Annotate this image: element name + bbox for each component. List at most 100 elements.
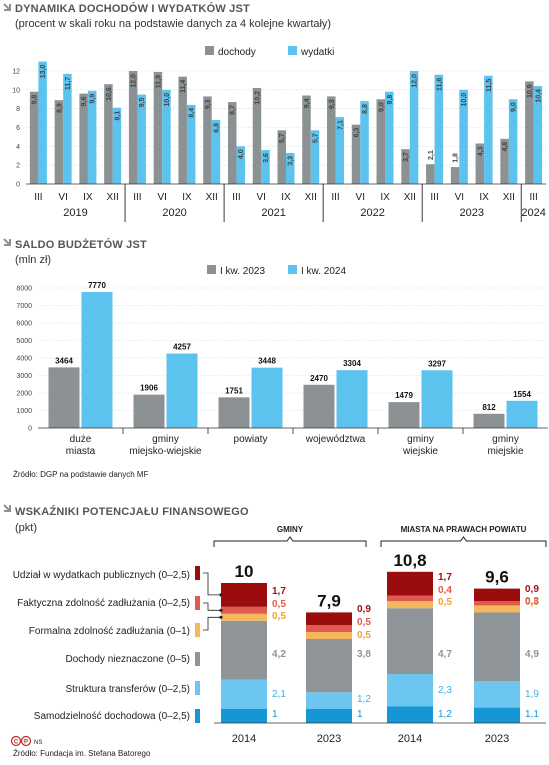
bar-value-label: 5,7	[279, 133, 286, 143]
section3-unit: (pkt)	[15, 522, 37, 534]
bar-dochody	[475, 143, 485, 184]
bar-value-label: 2470	[310, 374, 328, 383]
segment-value-label: 0,9	[357, 604, 371, 615]
segment-value-label: 0,5	[525, 597, 539, 608]
year-label: 2023	[459, 207, 483, 219]
y-tick-label: 6	[16, 125, 20, 132]
bar-value-label: 11,9	[155, 75, 162, 88]
y-tick-label: 7000	[16, 303, 32, 310]
series-label: Dochody nieznaczone (0–5)	[65, 654, 190, 665]
y-tick-label: 12	[12, 69, 20, 76]
bar-dochody	[426, 164, 435, 184]
leader-dot	[219, 593, 223, 597]
section1-subtitle: (procent w skali roku na podstawie danyc…	[15, 18, 331, 30]
bar-value-label: 10,0	[461, 93, 468, 107]
x-tick-label: VI	[257, 192, 266, 203]
x-tick-label: 2014	[232, 733, 256, 745]
bar-wydatki	[87, 90, 97, 184]
segment-value-label: 2,3	[438, 685, 452, 696]
year-label: 2019	[63, 207, 87, 219]
category-label: gminy	[407, 434, 434, 445]
segment-value-label: 4,2	[272, 649, 286, 660]
group-label: GMINY	[277, 525, 304, 534]
bar-dochody	[54, 100, 64, 184]
bar-value-label: 812	[482, 403, 496, 412]
segment-value-label: 2,1	[272, 689, 286, 700]
category-label: powiaty	[234, 434, 268, 445]
bar-dochody	[525, 81, 534, 184]
bar-value-label: 1479	[395, 391, 413, 400]
stack-segment	[221, 620, 267, 680]
series-label: Samodzielność dochodowa (0–2,5)	[34, 711, 190, 722]
bar-value-label: 7770	[88, 281, 106, 290]
bar-value-label: 6,3	[354, 128, 361, 138]
bar-dochody	[327, 96, 336, 184]
x-tick-label: IX	[479, 192, 489, 203]
bar-value-label: 11,6	[436, 78, 443, 91]
bar-dochody	[401, 149, 410, 184]
segment-value-label: 1,2	[438, 709, 452, 720]
segment-value-label: 0,3	[525, 596, 539, 607]
bar-dochody	[277, 130, 286, 184]
bar-2023	[48, 367, 80, 428]
bar-wydatki	[261, 150, 270, 184]
section-balance: SALDO BUDŻETÓW JST (mln zł) I kw. 2023 I …	[3, 238, 548, 479]
segment-value-label: 1,1	[525, 709, 539, 720]
bar-value-label: 4,0	[238, 149, 245, 159]
leader-dot	[219, 615, 223, 619]
bar-wydatki	[508, 99, 518, 184]
chart-potential: GMINY MIASTA NA PRAWACH POWIATU 10 2014 7,9 2…	[13, 525, 547, 745]
section2-title: SALDO BUDŻETÓW JST	[15, 238, 147, 251]
bar-value-label: 10,9	[527, 84, 534, 98]
stack-segment	[474, 588, 520, 602]
bar-value-label: 9,0	[511, 102, 518, 112]
bar-2024	[421, 370, 453, 428]
year-label: 2020	[162, 207, 186, 219]
section3-title: WSKAŹNIKI POTENCJAŁU FINANSOWEGO	[15, 505, 249, 518]
category-label: gminy	[492, 434, 519, 445]
bar-dochody	[500, 138, 509, 184]
total-label: 10	[235, 562, 254, 581]
series-label: Struktura transferów (0–2,5)	[66, 684, 191, 695]
category-label: duże	[70, 434, 92, 445]
section-dynamics: DYNAMIKA DOCHODÓW I WYDATKÓW JST (procen…	[3, 2, 546, 222]
stack-segment	[221, 709, 267, 723]
bar-dochody	[29, 91, 39, 184]
x-tick-label: IX	[380, 192, 390, 203]
bar-2023	[133, 394, 165, 428]
bar-value-label: 11,5	[486, 79, 493, 92]
bar-2024	[166, 353, 198, 428]
bar-wydatki	[211, 119, 221, 184]
bar-value-label: 1751	[225, 386, 243, 395]
bar-wydatki	[484, 75, 493, 184]
series-marker	[195, 623, 200, 637]
stack-segment	[221, 606, 267, 614]
stack-segment	[474, 601, 520, 606]
x-tick-label: XII	[305, 192, 317, 203]
x-tick-label: III	[430, 192, 438, 203]
segment-value-label: 0,5	[272, 599, 286, 610]
title-arrow-icon	[3, 238, 11, 246]
bar-value-label: 13,0	[40, 64, 47, 78]
legend-label: wydatki	[300, 47, 334, 58]
bar-value-label: 8,9	[56, 103, 63, 113]
bar-2023	[473, 413, 505, 428]
total-label: 10,8	[393, 551, 426, 570]
segment-value-label: 3,8	[357, 649, 371, 660]
stack-segment	[474, 681, 520, 708]
bar-wydatki	[63, 73, 72, 184]
bar-wydatki	[137, 94, 146, 184]
segment-value-label: 0,5	[438, 597, 452, 608]
segment-value-label: 1	[272, 709, 278, 720]
legend-label: I kw. 2024	[301, 266, 346, 277]
x-tick-label: III	[34, 192, 42, 203]
section3-source: Źródło: Fundacja im. Stefana Batorego	[13, 749, 151, 758]
x-tick-label: IX	[83, 192, 93, 203]
bar-value-label: 1906	[140, 384, 158, 393]
bar-dochody	[227, 102, 237, 184]
bar-2023	[218, 397, 250, 428]
y-tick-label: 4	[16, 144, 20, 151]
stack-segment	[387, 601, 433, 609]
bar-dochody	[376, 99, 386, 184]
section-potential: WSKAŹNIKI POTENCJAŁU FINANSOWEGO (pkt) G…	[3, 504, 547, 758]
